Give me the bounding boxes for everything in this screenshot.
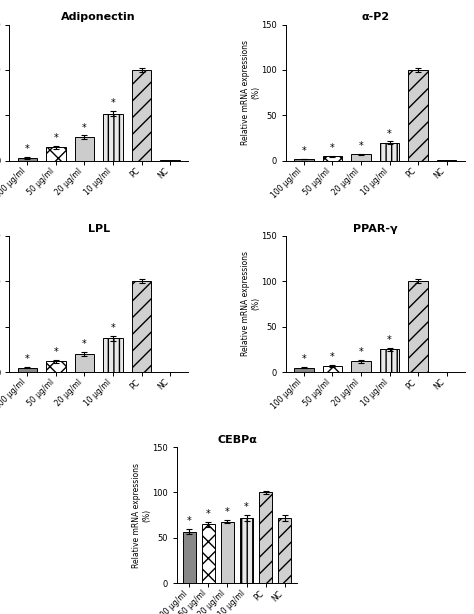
Text: *: * [110,98,115,108]
Bar [75,137,94,161]
Text: *: * [82,123,87,133]
Bar [132,281,151,372]
Text: *: * [110,323,115,333]
Text: *: * [206,509,210,519]
Text: *: * [25,144,30,155]
Bar [182,532,196,583]
Text: *: * [330,352,335,362]
Text: *: * [387,335,392,345]
Text: *: * [25,354,30,364]
Bar [46,147,65,161]
Bar [221,521,234,583]
Bar [103,338,123,372]
Bar [259,492,272,583]
Text: *: * [359,347,364,357]
Bar [202,524,215,583]
Text: *: * [54,133,58,143]
Bar [409,281,428,372]
Bar [278,518,292,583]
Text: *: * [387,128,392,139]
Bar [409,70,428,161]
Bar [18,158,37,161]
Text: *: * [301,354,306,364]
Bar [18,368,37,372]
Title: Adiponectin: Adiponectin [62,12,136,22]
Title: CEBPα: CEBPα [217,435,257,445]
Bar [323,366,342,372]
Y-axis label: Relative mRNA expressions
(%): Relative mRNA expressions (%) [240,251,260,357]
Bar [132,70,151,161]
Text: *: * [225,507,230,517]
Bar [351,361,371,372]
Text: *: * [54,347,58,357]
Text: *: * [301,146,306,156]
Text: *: * [244,502,249,513]
Bar [351,155,371,161]
Bar [46,361,65,372]
Bar [240,518,253,583]
Text: *: * [82,340,87,349]
Bar [294,368,314,372]
Bar [75,354,94,372]
Bar [103,114,123,161]
Y-axis label: Relative mRNA expressions
(%): Relative mRNA expressions (%) [240,40,260,145]
Text: *: * [187,516,191,526]
Bar [380,349,399,372]
Bar [323,157,342,161]
Bar [380,142,399,161]
Text: *: * [330,143,335,153]
Text: *: * [359,141,364,151]
Title: LPL: LPL [88,223,110,233]
Bar [294,159,314,161]
Title: PPAR-γ: PPAR-γ [353,223,398,233]
Y-axis label: Relative mRNA expressions
(%): Relative mRNA expressions (%) [132,463,151,568]
Title: α-P2: α-P2 [361,12,389,22]
